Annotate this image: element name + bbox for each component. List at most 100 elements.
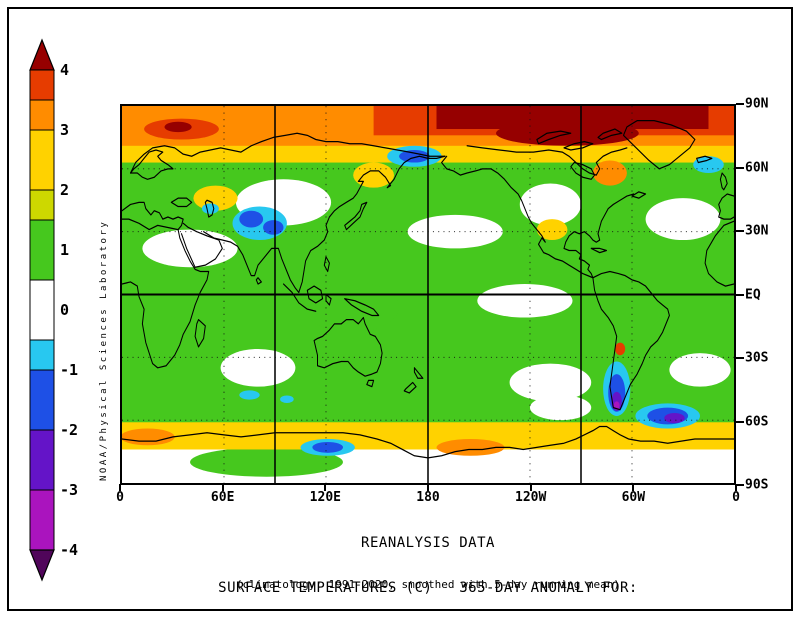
anomaly-region-warm-antarctic-interior bbox=[190, 447, 343, 477]
coastline-path bbox=[323, 256, 330, 273]
x-tick-label: 120W bbox=[515, 490, 547, 505]
coastline-path bbox=[204, 199, 215, 218]
anomaly-region-cold-bering-blue bbox=[399, 149, 430, 163]
x-tickmark bbox=[632, 484, 635, 491]
colorbar-tick-label: 1 bbox=[60, 241, 69, 259]
coastline-path bbox=[203, 231, 300, 294]
y-tickmark bbox=[736, 420, 744, 423]
anomaly-region-cold-caucasus bbox=[201, 203, 219, 214]
coastline-layer bbox=[122, 120, 734, 459]
anomaly-region-warm-arctic-darkred bbox=[436, 106, 709, 130]
colorbar-tick-label: -3 bbox=[60, 481, 78, 499]
coastline-path bbox=[622, 120, 696, 170]
anomaly-region-neutral-north-pacific bbox=[407, 214, 503, 249]
coastline-path bbox=[313, 316, 383, 377]
anomaly-region-cold-tibet-blue-west bbox=[239, 210, 264, 228]
coastline-path bbox=[704, 220, 734, 287]
coastline-path bbox=[563, 140, 594, 151]
x-tick-label: 0 bbox=[116, 490, 124, 505]
coastline-path bbox=[366, 379, 375, 388]
y-tick-label: 30N bbox=[745, 223, 769, 239]
colorbar-segment-11 bbox=[29, 549, 55, 582]
y-axis-tick-labels: 90N 60N 30N EQ 30S 60S 90S bbox=[745, 97, 795, 493]
colorbar-tick-label: 4 bbox=[60, 61, 69, 79]
anomaly-region-neutral-southeast-pacific bbox=[530, 395, 592, 421]
coastline-path bbox=[255, 277, 262, 285]
colorbar-tick-label: 0 bbox=[60, 301, 69, 319]
anomaly-region-cold-tibet-blue-east bbox=[263, 220, 284, 235]
anomaly-region-warm-barents-darkred bbox=[164, 121, 192, 133]
colorbar-segment-8 bbox=[29, 369, 55, 431]
colorbar-tick-label: -1 bbox=[60, 361, 78, 379]
x-tickmark bbox=[427, 484, 429, 491]
anomaly-region-neutral-south-indian bbox=[220, 348, 296, 387]
coastline-path bbox=[536, 130, 572, 145]
anomaly-region-warm-east-siberia bbox=[353, 162, 394, 188]
colorbar-tick-label: -4 bbox=[60, 541, 78, 559]
colorbar-segment-0 bbox=[29, 38, 55, 71]
coastline-path bbox=[129, 149, 174, 180]
anomaly-region-neutral-south-atlantic bbox=[669, 353, 731, 387]
y-tick-label: 60S bbox=[745, 414, 769, 429]
coastline-path bbox=[631, 191, 647, 199]
colorbar-tick-label: 2 bbox=[60, 181, 69, 199]
title-line-2: SURFACE TEMPERATURES (C) 365-DAY ANOMALY… bbox=[218, 580, 638, 596]
anomaly-region-warm-caspian bbox=[193, 185, 238, 211]
anomaly-region-cold-north-atlantic bbox=[693, 156, 724, 174]
coastline-path bbox=[129, 132, 446, 174]
anomaly-region-neutral-sahara-arabia bbox=[142, 229, 238, 268]
anomaly-region-warm-southern-africa bbox=[140, 315, 189, 358]
x-tick-label: 0 bbox=[732, 490, 740, 505]
y-tickmark bbox=[736, 357, 744, 359]
coastline-path bbox=[592, 270, 670, 411]
anomaly-region-neutral-north-atlantic bbox=[645, 198, 721, 241]
anomaly-region-neutral-west-north-america bbox=[519, 183, 581, 226]
coastline-path bbox=[718, 193, 734, 220]
climatology-footnote: (climatology: 1991-2020, smoothed with 5… bbox=[235, 578, 621, 591]
colorbar-segment-7 bbox=[29, 339, 55, 371]
anomaly-region-warm-southwest-us bbox=[536, 219, 568, 241]
coastline-path bbox=[344, 201, 368, 231]
coastline-path bbox=[194, 319, 206, 348]
anomaly-region-warm-argentina-hotspot bbox=[615, 342, 626, 356]
coastline-path bbox=[563, 193, 635, 279]
world-anomaly-map bbox=[120, 104, 736, 485]
y-tick-label: 30S bbox=[745, 350, 769, 366]
coastline-path bbox=[403, 381, 417, 394]
title-block: REANALYSIS DATA SURFACE TEMPERATURES (C)… bbox=[80, 506, 776, 618]
x-tickmark bbox=[221, 484, 224, 491]
colorbar-segment-6 bbox=[29, 279, 55, 341]
x-tick-label: 120E bbox=[309, 490, 341, 505]
coastline-path bbox=[719, 172, 728, 191]
anomaly-region-cold-antarctica-blue bbox=[312, 441, 343, 453]
coastline-path bbox=[122, 425, 734, 459]
colorbar-segment-3 bbox=[29, 129, 55, 191]
colorbar-segment-2 bbox=[29, 99, 55, 131]
coastline-path bbox=[122, 228, 210, 369]
colorbar-segment-1 bbox=[29, 69, 55, 101]
anomaly-region-cold-south-indian-1 bbox=[239, 390, 260, 400]
anomaly-region-neutral-east-pacific-equator bbox=[477, 284, 573, 318]
colorbar-tick-label: 3 bbox=[60, 121, 69, 139]
anomaly-region-cold-south-indian-2 bbox=[280, 395, 294, 403]
coastline-path bbox=[170, 197, 193, 208]
x-axis-tickmarks bbox=[119, 484, 737, 491]
colorbar-segment-4 bbox=[29, 189, 55, 221]
y-axis-tickmarks bbox=[736, 103, 744, 486]
colorbar-segment-10 bbox=[29, 489, 55, 551]
y-tickmark bbox=[736, 484, 744, 486]
anomaly-region-neutral-south-pacific bbox=[509, 363, 592, 402]
anomaly-region-warm-maritime-continent bbox=[303, 281, 400, 333]
x-tickmark bbox=[529, 484, 532, 491]
x-tick-label: 60W bbox=[621, 490, 646, 505]
y-tick-label: 60N bbox=[745, 160, 769, 175]
coastline-path bbox=[570, 161, 596, 180]
coastline-path bbox=[466, 145, 628, 176]
coastline-path bbox=[696, 155, 713, 164]
x-axis-tick-labels: 0 60E 120E 180 120W 60W 0 bbox=[116, 490, 740, 506]
coastline-path bbox=[413, 367, 424, 379]
x-tickmark bbox=[735, 484, 737, 491]
colorbar-segment-5 bbox=[29, 219, 55, 281]
y-tick-label: 90N bbox=[745, 96, 769, 112]
